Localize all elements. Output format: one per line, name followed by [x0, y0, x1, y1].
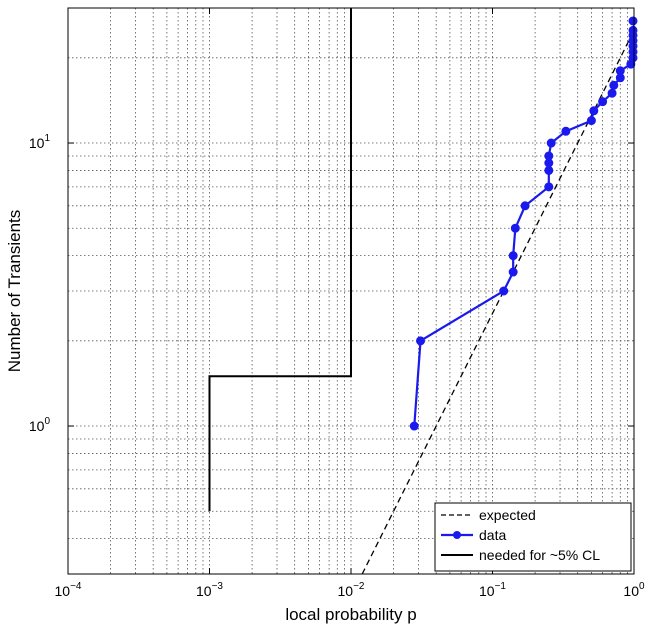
series-layer	[208, 8, 638, 574]
data-point	[546, 138, 556, 148]
data-point	[499, 286, 509, 296]
x-tick-label: 10−1	[479, 581, 506, 599]
legend-marker	[453, 531, 461, 539]
series-line-0	[361, 30, 634, 574]
data-point	[544, 165, 554, 175]
data-point	[607, 88, 617, 98]
data-point	[628, 25, 638, 35]
x-tick-label: 100	[623, 581, 645, 599]
legend-label-0: expected	[479, 507, 536, 523]
series-line-2	[208, 8, 352, 512]
data-point	[586, 116, 596, 126]
data-point	[544, 151, 554, 161]
legend: expected data needed for ~5% CL	[434, 502, 632, 572]
series-line-1	[413, 20, 634, 427]
data-point	[416, 336, 426, 346]
legend-label-2: needed for ~5% CL	[479, 547, 600, 563]
data-point	[409, 421, 419, 431]
x-axis-title: local probability p	[285, 605, 416, 624]
x-tick-label: 10−3	[196, 581, 223, 599]
data-point	[520, 201, 530, 211]
data-point	[615, 66, 625, 76]
tick-layer: 10−4 10−3 10−2 10−1 100 100 101	[29, 8, 645, 599]
data-point	[609, 80, 619, 90]
legend-box	[434, 502, 632, 572]
data-point	[561, 126, 571, 136]
y-axis-title: Number of Transients	[5, 210, 24, 373]
x-tick-label: 10−4	[55, 581, 82, 599]
x-tick-label: 10−2	[338, 581, 365, 599]
legend-label-1: data	[479, 527, 506, 543]
data-point	[589, 106, 599, 116]
data-point	[508, 267, 518, 277]
data-point	[544, 182, 554, 192]
data-point	[628, 16, 638, 26]
data-point	[598, 97, 608, 107]
y-tick-label: 100	[29, 416, 51, 434]
data-point	[510, 223, 520, 233]
data-point	[508, 251, 518, 261]
y-tick-label: 101	[29, 133, 51, 151]
